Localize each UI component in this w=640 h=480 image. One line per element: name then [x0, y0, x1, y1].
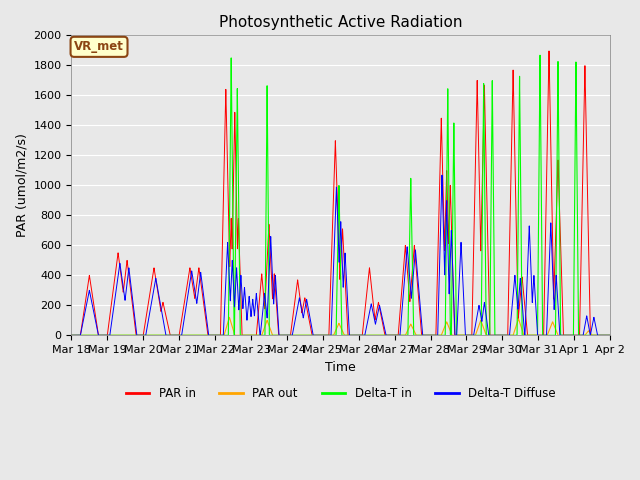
PAR out — [225, 314, 233, 320]
PAR out — [453, 333, 461, 338]
Delta-T Diffuse — [68, 333, 76, 338]
Line: PAR in: PAR in — [72, 51, 610, 336]
Delta-T Diffuse — [606, 333, 614, 338]
PAR in — [68, 333, 76, 338]
PAR in — [323, 333, 330, 338]
Delta-T Diffuse — [394, 333, 401, 338]
PAR in — [413, 278, 421, 284]
Delta-T Diffuse — [202, 309, 209, 315]
Delta-T in — [572, 142, 579, 147]
Delta-T Diffuse — [323, 333, 330, 338]
Delta-T Diffuse — [572, 333, 579, 338]
PAR out — [606, 333, 614, 338]
PAR in — [202, 316, 209, 322]
PAR out — [572, 333, 579, 338]
PAR in — [394, 333, 401, 338]
PAR in — [606, 333, 614, 338]
Delta-T in — [323, 333, 330, 338]
PAR out — [68, 333, 76, 338]
PAR out — [413, 333, 421, 338]
Delta-T in — [394, 333, 401, 338]
X-axis label: Time: Time — [325, 360, 356, 373]
PAR in — [572, 333, 579, 338]
PAR out — [394, 333, 401, 338]
Delta-T in — [536, 52, 544, 58]
Delta-T in — [68, 333, 76, 338]
Delta-T in — [413, 333, 421, 338]
Delta-T Diffuse — [453, 324, 461, 329]
Line: Delta-T in: Delta-T in — [72, 55, 610, 336]
PAR out — [202, 333, 209, 338]
Text: VR_met: VR_met — [74, 40, 124, 53]
Line: Delta-T Diffuse: Delta-T Diffuse — [72, 175, 610, 336]
PAR in — [545, 48, 553, 54]
PAR out — [323, 333, 330, 338]
Delta-T in — [453, 333, 461, 338]
Delta-T in — [202, 333, 209, 338]
Title: Photosynthetic Active Radiation: Photosynthetic Active Radiation — [219, 15, 463, 30]
PAR in — [453, 333, 461, 338]
Legend: PAR in, PAR out, Delta-T in, Delta-T Diffuse: PAR in, PAR out, Delta-T in, Delta-T Dif… — [121, 382, 561, 404]
Delta-T Diffuse — [413, 268, 421, 274]
Line: PAR out: PAR out — [72, 317, 610, 336]
Y-axis label: PAR (umol/m2/s): PAR (umol/m2/s) — [15, 133, 28, 237]
Delta-T in — [606, 333, 614, 338]
Delta-T Diffuse — [438, 172, 446, 178]
